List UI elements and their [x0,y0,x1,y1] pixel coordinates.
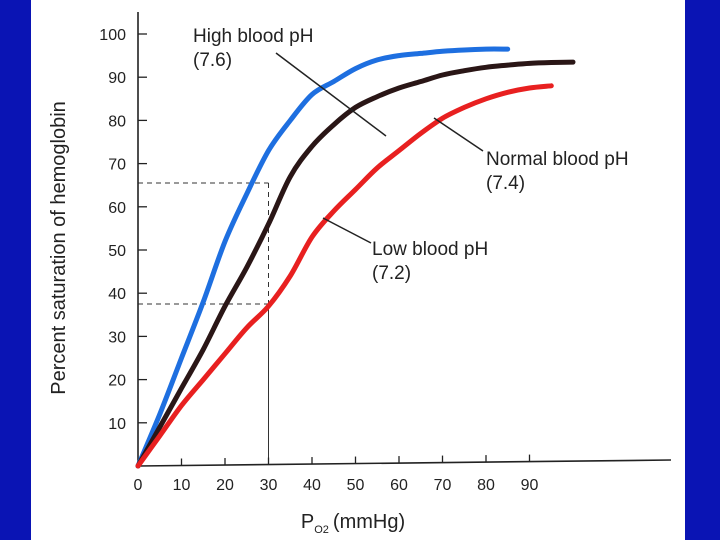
curve-normal-ph [135,59,576,469]
x-tick-label: 0 [134,477,143,494]
oxygen-dissociation-chart: 10 20 30 40 50 60 70 80 90 100 0 10 20 30 40 50 60 70 80 90… [48,12,672,536]
x-tick-label: 70 [434,477,452,494]
annotation-high-ph-value: (7.6) [193,50,232,71]
y-tick-label: 50 [108,243,126,260]
x-axis-label: PO2 (mmHg) [301,511,405,536]
y-tick-label: 60 [108,200,126,217]
x-axis-label-subscript: O2 [314,524,329,536]
curve-low-ph [135,83,554,469]
x-tick-label: 30 [260,477,278,494]
y-tick-label: 30 [108,329,126,346]
x-tick-label: 60 [390,477,408,494]
slide-panel: 10 20 30 40 50 60 70 80 90 100 0 10 20 30 40 50 60 70 80 90… [31,0,685,540]
annotation-normal-ph-label: Normal blood pH [486,149,629,170]
x-axis-label-main: P [301,511,314,533]
curve-annotations: High blood pH (7.6) Normal blood pH (7.4) Lo… [193,26,629,284]
annotation-low-ph-label: Low blood pH [372,239,488,260]
tick-marks: 10 20 30 40 50 60 70 80 90 100 0 10 20 30 40 50 60 70 80 90 [99,27,538,494]
y-tick-label: 80 [108,113,126,130]
axes [137,12,672,467]
y-tick-label: 20 [108,373,126,390]
y-tick-label: 90 [108,70,126,87]
x-tick-label: 40 [303,477,321,494]
y-tick-label: 70 [108,157,126,174]
annotation-high-ph-label: High blood pH [193,26,313,47]
annotation-normal-ph-leader [433,117,484,152]
x-axis-label-unit: (mmHg) [333,511,405,533]
annotation-low-ph-leader [322,217,372,244]
y-tick-label: 10 [108,416,126,433]
y-tick-label: 100 [99,27,126,44]
x-tick-label: 10 [173,477,191,494]
x-axis-line [137,459,672,467]
x-tick-label: 50 [347,477,365,494]
annotation-high-ph-leader [275,52,387,137]
y-axis-label: Percent saturation of hemoglobin [48,101,70,395]
x-tick-label: 20 [216,477,234,494]
annotation-normal-ph-value: (7.4) [486,173,525,194]
annotation-low-ph-value: (7.2) [372,263,411,284]
dissociation-curves [135,46,576,469]
x-tick-label: 80 [477,477,495,494]
y-tick-label: 40 [108,286,126,303]
x-tick-label: 90 [521,477,539,494]
